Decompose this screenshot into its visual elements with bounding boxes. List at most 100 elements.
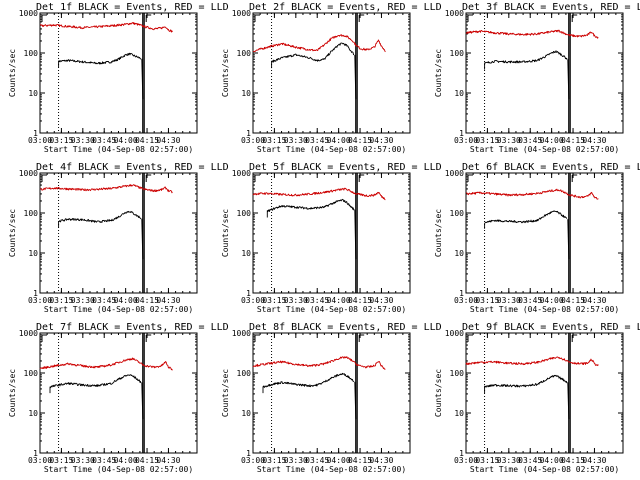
x-tick-label: 03:45 (305, 296, 329, 305)
x-tick-label: 04:30 (369, 136, 393, 145)
x-tick-label: 04:15 (561, 136, 585, 145)
y-tick-label: 1 (246, 289, 251, 298)
x-axis-label: Start Time (04-Sep-08 02:57:00) (257, 305, 406, 314)
y-tick-label: 10 (454, 249, 464, 258)
x-tick-label: 03:15 (475, 296, 499, 305)
x-tick-label: 03:00 (454, 296, 478, 305)
plot-title: Det 7f BLACK = Events, RED = LLD (36, 322, 229, 333)
x-tick-label: 04:00 (540, 456, 564, 465)
y-tick-label: 10 (28, 409, 38, 418)
plot-title: Det 3f BLACK = Events, RED = LLD (462, 2, 640, 13)
plot-frame (465, 12, 624, 134)
y-tick-label: 100 (237, 49, 252, 58)
plot-frame (465, 172, 624, 294)
series-line-events (58, 210, 142, 228)
y-axis-label: Counts/sec (8, 209, 17, 257)
x-tick-label: 03:30 (497, 296, 521, 305)
series-line-lld (39, 184, 173, 194)
y-tick-label: 100 (450, 209, 465, 218)
x-tick-label: 03:30 (497, 136, 521, 145)
x-tick-label: 04:00 (540, 136, 564, 145)
y-axis-label: Counts/sec (8, 369, 17, 417)
series-line-lld (252, 187, 386, 201)
x-axis-label: Start Time (04-Sep-08 02:57:00) (470, 305, 619, 314)
x-tick-label: 03:30 (497, 456, 521, 465)
y-tick-label: 1000 (232, 329, 251, 338)
x-tick-label: 03:15 (262, 456, 286, 465)
x-tick-label: 04:30 (156, 296, 180, 305)
series-drop-events (141, 218, 144, 260)
plot-title: Det 8f BLACK = Events, RED = LLD (249, 322, 442, 333)
x-tick-label: 04:00 (327, 296, 351, 305)
y-tick-label: 1000 (232, 9, 251, 18)
plot-frame (465, 332, 624, 454)
x-tick-label: 03:00 (454, 456, 478, 465)
series-line-events (58, 52, 141, 68)
series-line-events (484, 210, 568, 229)
series-line-events (484, 374, 568, 394)
series-line-lld (39, 357, 173, 371)
series-line-events (484, 50, 568, 70)
plot-panel-3: Det 3f BLACK = Events, RED = LLD 1 10 100 10… (434, 2, 640, 154)
x-tick-label: 03:45 (92, 456, 116, 465)
plot-title: Det 4f BLACK = Events, RED = LLD (36, 162, 229, 173)
x-axis-label: Start Time (04-Sep-08 02:57:00) (44, 145, 193, 154)
series-drop-events (567, 219, 570, 260)
y-axis-label: Counts/sec (8, 49, 17, 97)
y-tick-label: 1 (459, 449, 464, 458)
y-tick-label: 100 (237, 369, 252, 378)
x-tick-label: 03:30 (71, 296, 95, 305)
x-tick-label: 03:30 (71, 456, 95, 465)
y-tick-label: 10 (28, 89, 38, 98)
x-tick-label: 03:15 (262, 136, 286, 145)
plot-panel-2: Det 2f BLACK = Events, RED = LLD 1 10 100 10… (221, 2, 442, 154)
x-tick-label: 03:15 (475, 136, 499, 145)
x-tick-label: 03:30 (284, 296, 308, 305)
plot-panel-4: Det 4f BLACK = Events, RED = LLD 1 10 100 10… (8, 162, 229, 314)
y-tick-label: 100 (237, 209, 252, 218)
y-tick-label: 100 (24, 369, 39, 378)
x-tick-label: 04:30 (582, 456, 606, 465)
y-axis-label: Counts/sec (221, 369, 230, 417)
x-tick-label: 03:45 (305, 136, 329, 145)
x-tick-label: 03:30 (284, 136, 308, 145)
plot-frame (39, 332, 198, 454)
x-axis-label: Start Time (04-Sep-08 02:57:00) (257, 145, 406, 154)
x-tick-label: 04:30 (156, 456, 180, 465)
x-tick-label: 03:00 (241, 136, 265, 145)
x-tick-label: 04:15 (135, 296, 159, 305)
x-tick-label: 04:30 (369, 296, 393, 305)
series-line-events (49, 374, 142, 394)
plot-panel-7: Det 7f BLACK = Events, RED = LLD 1 10 100 10… (8, 322, 229, 474)
x-tick-label: 04:00 (114, 296, 138, 305)
y-axis-label: Counts/sec (434, 209, 443, 257)
x-tick-label: 03:45 (92, 136, 116, 145)
series-drop-events (141, 58, 144, 100)
x-tick-label: 03:15 (262, 296, 286, 305)
y-tick-label: 100 (24, 209, 39, 218)
y-tick-label: 1 (33, 289, 38, 298)
plot-frame (252, 12, 411, 134)
x-tick-label: 03:30 (284, 456, 308, 465)
y-tick-label: 10 (454, 409, 464, 418)
x-tick-label: 04:00 (327, 136, 351, 145)
series-drop-events (354, 54, 357, 100)
x-tick-label: 04:15 (561, 456, 585, 465)
x-tick-label: 04:00 (327, 456, 351, 465)
x-axis-label: Start Time (04-Sep-08 02:57:00) (44, 465, 193, 474)
y-tick-label: 100 (24, 49, 39, 58)
x-tick-label: 04:15 (135, 136, 159, 145)
series-line-lld (465, 188, 599, 200)
y-tick-label: 1000 (445, 169, 464, 178)
series-line-events (266, 198, 355, 218)
x-tick-label: 03:15 (49, 456, 73, 465)
x-tick-label: 03:00 (454, 136, 478, 145)
y-tick-label: 1 (33, 449, 38, 458)
y-tick-label: 100 (450, 49, 465, 58)
y-axis-label: Counts/sec (221, 49, 230, 97)
plot-frame (252, 332, 411, 454)
y-axis-label: Counts/sec (221, 209, 230, 257)
plot-panel-8: Det 8f BLACK = Events, RED = LLD 1 10 100 10… (221, 322, 442, 474)
series-line-lld (465, 356, 599, 367)
y-tick-label: 1 (459, 129, 464, 138)
